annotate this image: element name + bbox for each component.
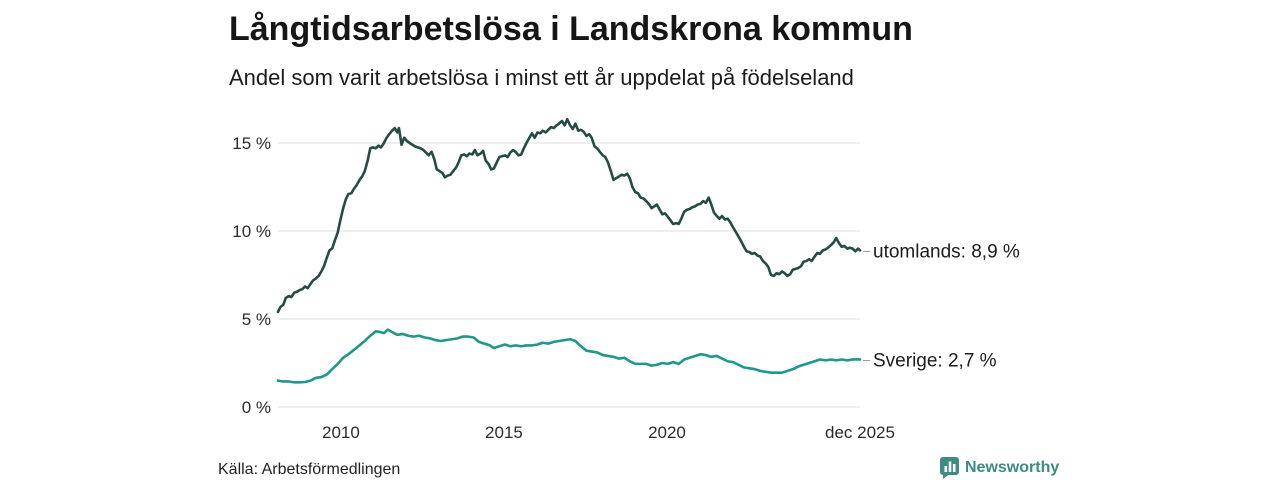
series-line-sverige bbox=[276, 328, 862, 384]
end-label-separator: : bbox=[937, 350, 948, 371]
newsworthy-logo: Newsworthy bbox=[940, 457, 1059, 479]
x-tick-label: 2015 bbox=[485, 423, 523, 442]
chart-subtitle: Andel som varit arbetslösa i minst ett å… bbox=[229, 65, 854, 90]
newsworthy-logo-text: Newsworthy bbox=[965, 459, 1059, 476]
series-line-utomlands bbox=[276, 117, 862, 314]
x-tick-label: 2010 bbox=[322, 423, 360, 442]
series-name: utomlands bbox=[873, 241, 961, 262]
chart-title: Långtidsarbetslösa i Landskrona kommun bbox=[229, 10, 913, 48]
y-tick-label: 15 % bbox=[232, 134, 271, 153]
newsworthy-logo-icon bbox=[940, 457, 959, 479]
gridlines bbox=[278, 142, 860, 408]
end-label-sverige: Sverige: 2,7 % bbox=[873, 350, 997, 371]
series-last-value: 8,9 % bbox=[971, 241, 1020, 262]
x-tick-label: 2020 bbox=[648, 423, 686, 442]
y-axis: 0 % 5 % 10 % 15 % bbox=[232, 134, 271, 417]
end-label-separator: : bbox=[961, 241, 972, 262]
plot-area bbox=[276, 117, 862, 384]
y-tick-label: 0 % bbox=[242, 398, 271, 417]
source-note: Källa: Arbetsförmedlingen bbox=[218, 461, 400, 478]
end-labels: utomlands: 8,9 % Sverige: 2,7 % bbox=[863, 241, 1020, 371]
end-label-utomlands: utomlands: 8,9 % bbox=[873, 241, 1020, 262]
y-tick-label: 5 % bbox=[242, 310, 271, 329]
x-tick-label: dec 2025 bbox=[825, 423, 895, 442]
series-name: Sverige bbox=[873, 350, 937, 371]
y-tick-label: 10 % bbox=[232, 222, 271, 241]
x-axis: 2010 2015 2020 dec 2025 bbox=[322, 423, 895, 442]
series-last-value: 2,7 % bbox=[948, 350, 997, 371]
